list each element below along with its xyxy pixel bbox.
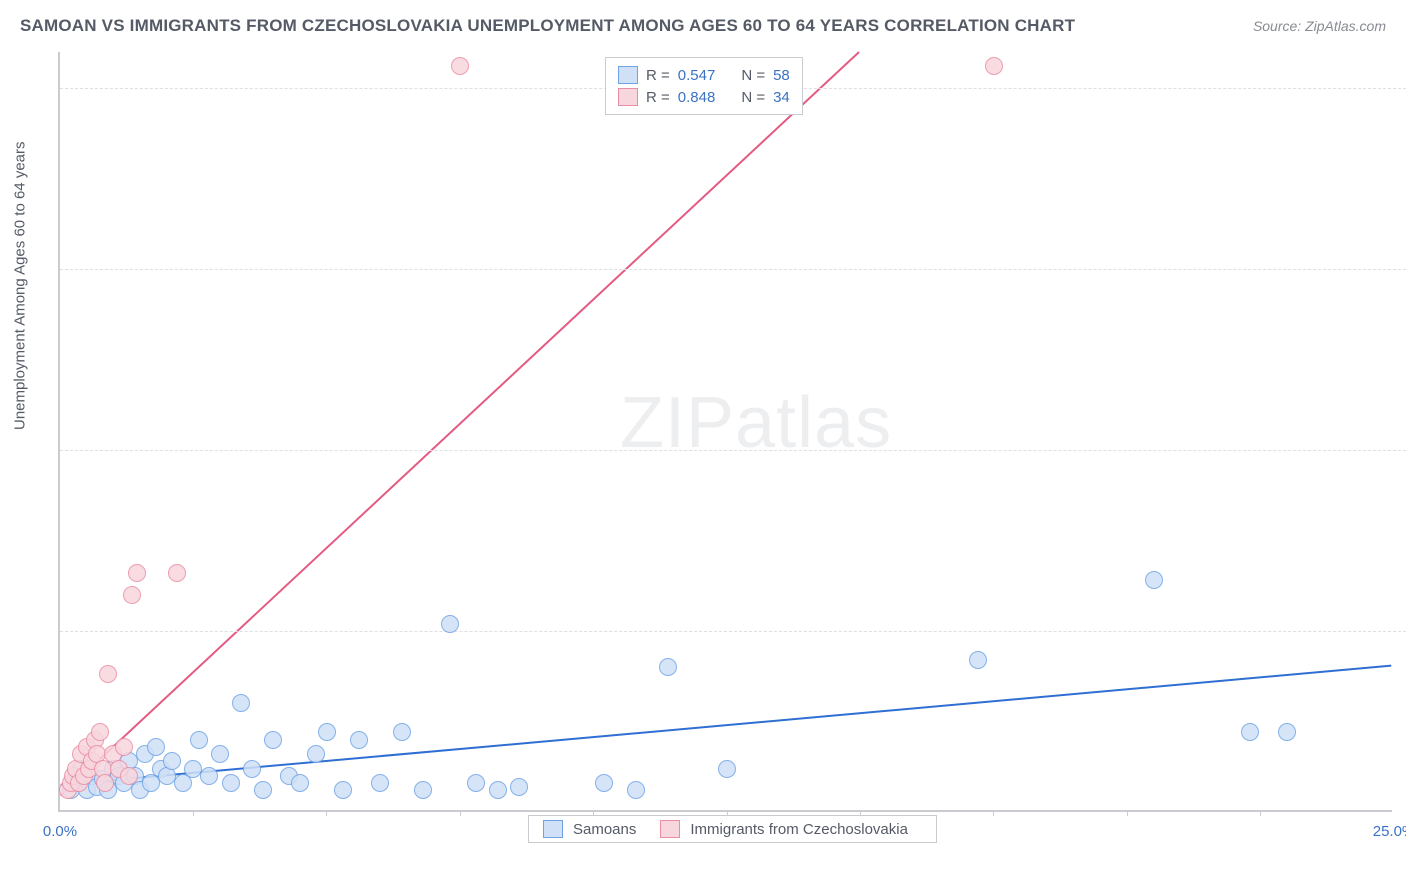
scatter-point bbox=[168, 564, 186, 582]
scatter-point bbox=[1278, 723, 1296, 741]
scatter-point bbox=[120, 767, 138, 785]
n-label: N = bbox=[741, 89, 765, 106]
scatter-point bbox=[441, 615, 459, 633]
x-tick-label: 0.0% bbox=[43, 823, 77, 840]
scatter-point bbox=[393, 723, 411, 741]
x-minor-tick bbox=[1260, 810, 1261, 816]
y-tick-label: 75.0% bbox=[1398, 261, 1406, 278]
legend-swatch bbox=[618, 66, 638, 84]
scatter-point bbox=[334, 781, 352, 799]
scatter-point bbox=[264, 731, 282, 749]
watermark: ZIPatlas bbox=[620, 382, 892, 464]
r-label: R = bbox=[646, 67, 670, 84]
scatter-point bbox=[718, 760, 736, 778]
legend-row: R = 0.547 N = 58 bbox=[618, 64, 790, 86]
n-value: 34 bbox=[773, 89, 790, 106]
x-minor-tick bbox=[1127, 810, 1128, 816]
legend-series-name: Samoans bbox=[573, 821, 636, 838]
scatter-point bbox=[211, 745, 229, 763]
source-label: Source: ZipAtlas.com bbox=[1253, 18, 1386, 34]
scatter-point bbox=[1241, 723, 1259, 741]
legend-row: R = 0.848 N = 34 bbox=[618, 86, 790, 108]
scatter-point bbox=[510, 778, 528, 796]
scatter-point bbox=[232, 694, 250, 712]
scatter-point bbox=[1145, 571, 1163, 589]
y-axis-label: Unemployment Among Ages 60 to 64 years bbox=[12, 141, 29, 430]
scatter-point bbox=[659, 658, 677, 676]
scatter-point bbox=[222, 774, 240, 792]
scatter-point bbox=[467, 774, 485, 792]
legend-swatch bbox=[543, 820, 563, 838]
scatter-point bbox=[115, 738, 133, 756]
scatter-point bbox=[318, 723, 336, 741]
gridline-horizontal bbox=[60, 631, 1406, 632]
x-minor-tick bbox=[193, 810, 194, 816]
scatter-point bbox=[595, 774, 613, 792]
y-tick-label: 50.0% bbox=[1398, 442, 1406, 459]
scatter-point bbox=[91, 723, 109, 741]
scatter-point bbox=[985, 57, 1003, 75]
trend-lines bbox=[60, 52, 1392, 810]
scatter-point bbox=[147, 738, 165, 756]
scatter-point bbox=[350, 731, 368, 749]
trend-line bbox=[61, 52, 859, 796]
r-label: R = bbox=[646, 89, 670, 106]
scatter-point bbox=[99, 665, 117, 683]
chart-title: SAMOAN VS IMMIGRANTS FROM CZECHOSLOVAKIA… bbox=[20, 16, 1075, 36]
plot-area: ZIPatlas 25.0%50.0%75.0%100.0%0.0%25.0%R… bbox=[58, 52, 1392, 812]
scatter-point bbox=[96, 774, 114, 792]
scatter-point bbox=[627, 781, 645, 799]
scatter-point bbox=[414, 781, 432, 799]
scatter-point bbox=[307, 745, 325, 763]
scatter-point bbox=[254, 781, 272, 799]
r-value: 0.848 bbox=[678, 89, 716, 106]
legend-series-name: Immigrants from Czechoslovakia bbox=[690, 821, 908, 838]
legend-swatch bbox=[618, 88, 638, 106]
scatter-point bbox=[128, 564, 146, 582]
r-value: 0.547 bbox=[678, 67, 716, 84]
scatter-point bbox=[163, 752, 181, 770]
gridline-horizontal bbox=[60, 269, 1406, 270]
scatter-point bbox=[200, 767, 218, 785]
gridline-horizontal bbox=[60, 450, 1406, 451]
legend-series: Samoans Immigrants from Czechoslovakia bbox=[528, 815, 937, 843]
x-minor-tick bbox=[993, 810, 994, 816]
scatter-point bbox=[190, 731, 208, 749]
scatter-point bbox=[243, 760, 261, 778]
scatter-point bbox=[371, 774, 389, 792]
scatter-point bbox=[123, 586, 141, 604]
y-tick-label: 100.0% bbox=[1398, 80, 1406, 97]
scatter-point bbox=[969, 651, 987, 669]
n-label: N = bbox=[741, 67, 765, 84]
x-tick-label: 25.0% bbox=[1373, 823, 1406, 840]
scatter-point bbox=[489, 781, 507, 799]
scatter-point bbox=[451, 57, 469, 75]
x-minor-tick bbox=[460, 810, 461, 816]
scatter-point bbox=[291, 774, 309, 792]
legend-correlation: R = 0.547 N = 58 R = 0.848 N = 34 bbox=[605, 57, 803, 115]
n-value: 58 bbox=[773, 67, 790, 84]
x-minor-tick bbox=[326, 810, 327, 816]
legend-swatch bbox=[660, 820, 680, 838]
y-tick-label: 25.0% bbox=[1398, 623, 1406, 640]
